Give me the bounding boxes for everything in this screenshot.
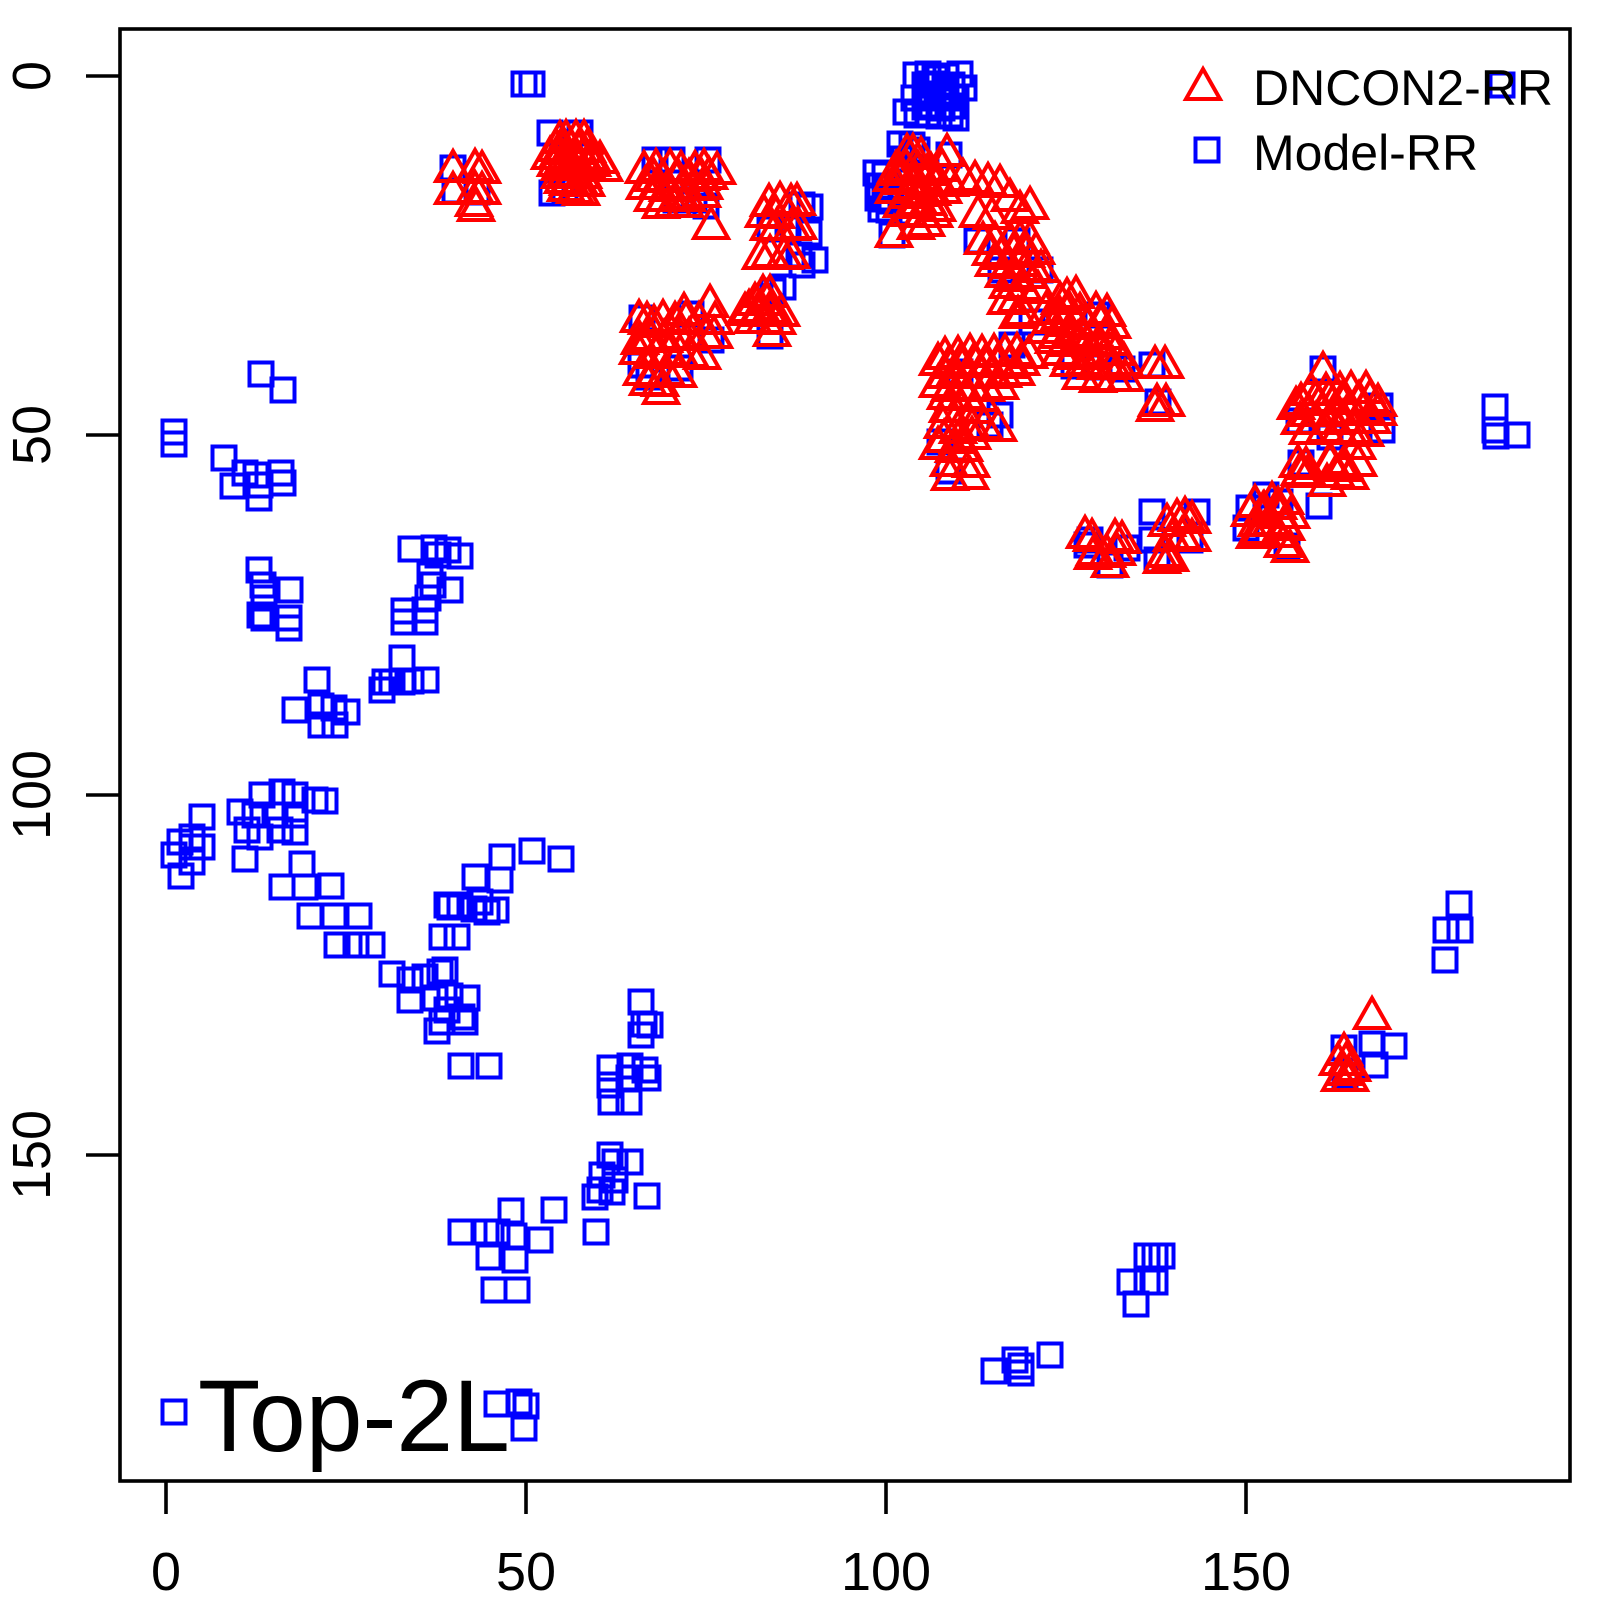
svg-text:150: 150	[1201, 1542, 1291, 1600]
svg-text:Model-RR: Model-RR	[1253, 125, 1478, 181]
svg-text:50: 50	[496, 1542, 556, 1600]
svg-text:0: 0	[151, 1542, 181, 1600]
svg-text:150: 150	[2, 1110, 62, 1200]
svg-text:100: 100	[2, 750, 62, 840]
svg-text:100: 100	[841, 1542, 931, 1600]
svg-text:Top-2L: Top-2L	[198, 1359, 510, 1473]
svg-text:0: 0	[2, 61, 62, 91]
svg-text:DNCON2-RR: DNCON2-RR	[1253, 60, 1553, 116]
svg-text:50: 50	[2, 405, 62, 465]
